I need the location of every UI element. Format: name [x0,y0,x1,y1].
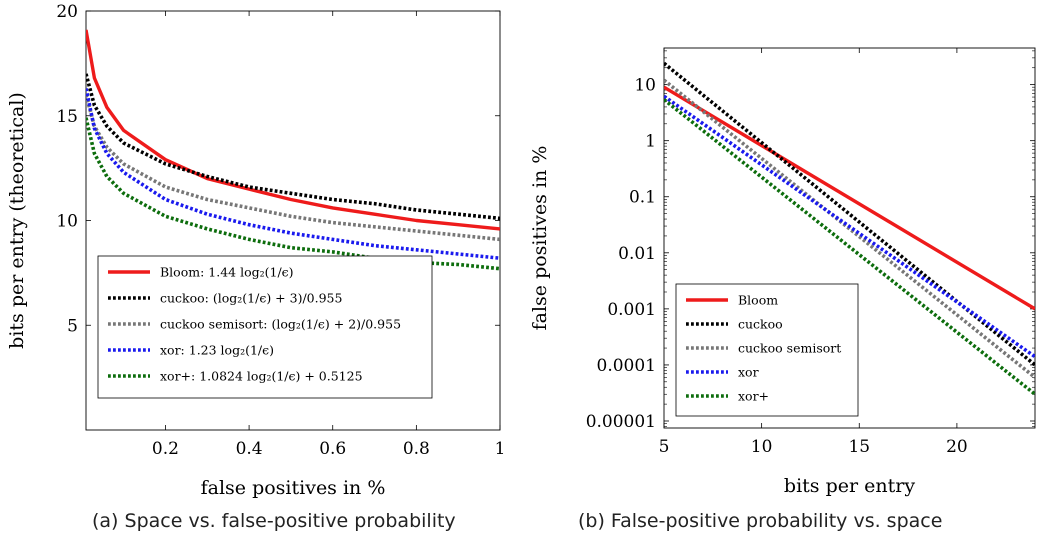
y-tick-label: 0.01 [618,244,656,264]
y-tick-label: 0.001 [607,300,656,320]
x-tick-label: 15 [848,437,870,457]
y-tick-label: 5 [67,316,78,336]
legend-label: xor [738,365,759,380]
legend-label: Bloom: 1.44 log₂(1/ϵ) [160,265,294,280]
series-line-4 [664,98,1035,396]
y-tick-label: 10 [634,76,656,96]
legend-label: cuckoo semisort [738,341,841,356]
series-line-0 [664,85,1035,311]
x-tick-label: 20 [946,437,968,457]
series-group [86,29,500,271]
legend-box [97,255,433,399]
legend-label: Bloom [738,293,778,308]
x-axis-label: false positives in % [201,477,386,499]
series-line-4 [86,117,500,271]
legend-label: xor: 1.23 log₂(1/ϵ) [160,343,274,358]
legend-label: xor+ [738,389,769,404]
y-tick-label: 20 [56,2,78,22]
series-line-2 [664,78,1035,379]
x-tick-label: 0.8 [403,439,430,459]
series-line-3 [86,88,500,260]
series-line-0 [86,29,500,231]
x-tick-label: 0.2 [152,439,179,459]
caption-a: (a) Space vs. false-positive probability [92,510,456,532]
plot-frame [663,47,1036,429]
series-line-2 [86,94,500,242]
x-tick-label: 10 [751,437,773,457]
y-tick-label: 10 [56,212,78,232]
legend-box [675,283,859,417]
y-tick-label: 1 [645,132,656,152]
series-line-1 [86,73,500,221]
x-tick-label: 0.4 [236,439,263,459]
legend-label: cuckoo semisort: (log₂(1/ϵ) + 2)/0.955 [160,317,401,332]
series-group [664,61,1035,396]
y-axis-label: bits per entry (theoretical) [6,92,28,349]
chart-b: 5 10 15 20 0.00001 0.0001 0.001 0.01 0.1 1 10 bits … [529,47,1036,497]
y-tick-label: 15 [56,107,78,127]
x-tick-label: 5 [659,437,670,457]
legend-label: cuckoo: (log₂(1/ϵ) + 3)/0.955 [160,291,342,306]
y-axis-label: false positives in % [529,146,551,331]
y-tick-label: 0.0001 [597,356,656,376]
caption-b: (b) False-positive probability vs. space [578,510,943,532]
series-line-3 [664,94,1035,359]
x-tick-label: 1 [495,439,506,459]
x-axis-label: bits per entry [784,475,915,497]
legend-label: cuckoo [738,317,783,332]
x-tick-label: 0.6 [319,439,346,459]
legend-label: xor+: 1.0824 log₂(1/ϵ) + 0.5125 [160,369,363,384]
y-tick-label: 0.1 [629,188,656,208]
y-tick-label: 0.00001 [586,412,656,432]
